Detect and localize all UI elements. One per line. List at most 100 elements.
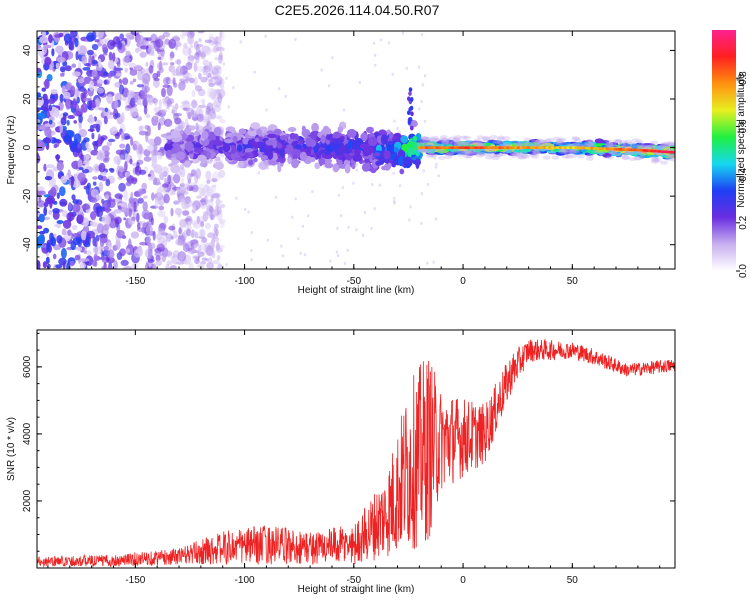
spectrogram-blob [628,157,637,161]
spectrogram-blob [205,110,211,115]
spectrogram-blob [89,221,94,226]
spectrogram-blob [213,227,218,233]
spectrogram-blob [170,191,176,196]
spectrogram-blob [299,151,307,162]
spectrogram-blob [210,249,215,253]
spectrogram-blob [78,86,86,92]
spectrogram-blob [162,62,169,66]
spectrogram-blob [374,63,377,67]
spectrogram-blob [141,182,147,191]
spectrogram-blob [396,126,399,130]
spectrogram-blob [548,150,557,155]
spectrogram-blob [218,218,226,224]
spectrogram-blob [320,134,326,144]
spectrogram-blob [215,36,219,46]
spectrogram-blob [569,153,578,158]
spectrogram-blob [207,87,215,98]
spectrogram-blob [112,52,116,62]
spectrogram-blob [136,84,145,88]
spectrogram-blob [42,93,48,102]
spectrogram-blob [162,31,171,38]
spectrogram-blob [123,217,127,221]
spectrogram-blob [44,78,50,89]
spectrogram-blob [172,173,181,184]
spectrogram-blob [122,77,129,85]
spectrogram-blob [80,258,90,262]
spectrogram-blob [98,107,105,111]
spectrogram-blob [352,181,355,185]
spectrogram-blob [185,62,193,70]
spectrogram-blob [182,210,190,216]
spectrogram-blob [151,192,155,201]
spectrogram-blob [408,87,413,92]
spectrogram-blob [157,169,162,175]
spectrogram-blob [171,254,180,265]
spectrogram-blob [147,44,154,56]
spectrogram-blob [157,152,163,160]
spectrogram-blob [238,160,244,169]
spectrogram-blob [247,128,258,137]
spectrogram-blob [122,96,127,102]
spectrogram-blob [180,198,185,206]
spectrogram-blob [82,217,90,227]
spectrogram-blob [210,76,219,80]
spectrogram-blob [158,35,166,40]
spectrogram-blob [515,152,524,157]
spectrogram-blob [130,191,134,203]
spectrogram-blob [563,151,572,155]
x-tick-label: 50 [567,276,579,287]
spectrogram-blob [443,139,455,144]
spectrogram-blob [339,136,345,141]
spectrogram-blob [115,239,121,250]
spectrogram-blob [387,162,392,169]
spectrogram-blob [66,212,75,222]
spectrogram-blob [218,169,226,179]
spectrogram-blob [267,133,277,139]
spectrogram-blob [188,262,194,269]
colorbar-label: Normalized spectral amplitude [736,73,747,208]
spectrogram-blob [71,194,76,201]
spectrogram-blob [163,215,169,224]
spectrogram-blob [94,240,98,247]
spectrogram-blob [214,161,224,170]
spectrogram-blob [59,66,66,73]
spectrogram-blob [154,197,159,209]
spectrogram-blob [101,145,110,152]
spectrogram-blob [158,205,165,211]
spectrogram-blob [219,203,226,209]
spectrogram-blob [128,92,136,97]
spectrogram-blob [372,41,376,45]
spectrogram-blob [177,251,187,262]
spectrogram-blob [274,195,278,199]
spectrogram-blob [191,89,196,98]
spectrogram-blob [207,232,216,239]
spectrogram-blob [325,145,333,151]
spectrogram-blob [653,158,662,162]
spectrogram-blob [59,198,68,207]
spectrogram-blob [336,254,340,258]
spectrogram-blob [52,253,57,260]
spectrogram-blob [162,84,171,88]
spectrogram-blob [247,210,250,214]
spectrogram-blob [244,153,250,159]
spectrogram-blob [284,94,287,98]
spectrogram-blob [315,151,322,159]
spectrogram-xlabel: Height of straight line (km) [298,285,415,296]
spectrogram-blob [193,62,198,72]
spectrogram-blob [409,97,414,102]
spectrogram-blob [195,122,199,132]
spectrogram-blob [101,44,108,51]
spectrogram-blob [116,61,121,68]
spectrogram-blob [164,177,168,185]
spectrogram-blob [378,183,382,187]
spectrogram-blob [121,112,125,123]
spectrogram-blob [83,185,88,190]
snr-xlabel: Height of straight line (km) [298,584,415,595]
spectrogram-blob [303,253,307,257]
spectrogram-blob [44,56,52,66]
spectrogram-blob [220,85,225,90]
spectrogram-blob [197,72,202,80]
spectrogram-blob [177,185,187,194]
spectrogram-blob [71,63,77,68]
spectrogram-blob [483,152,491,157]
